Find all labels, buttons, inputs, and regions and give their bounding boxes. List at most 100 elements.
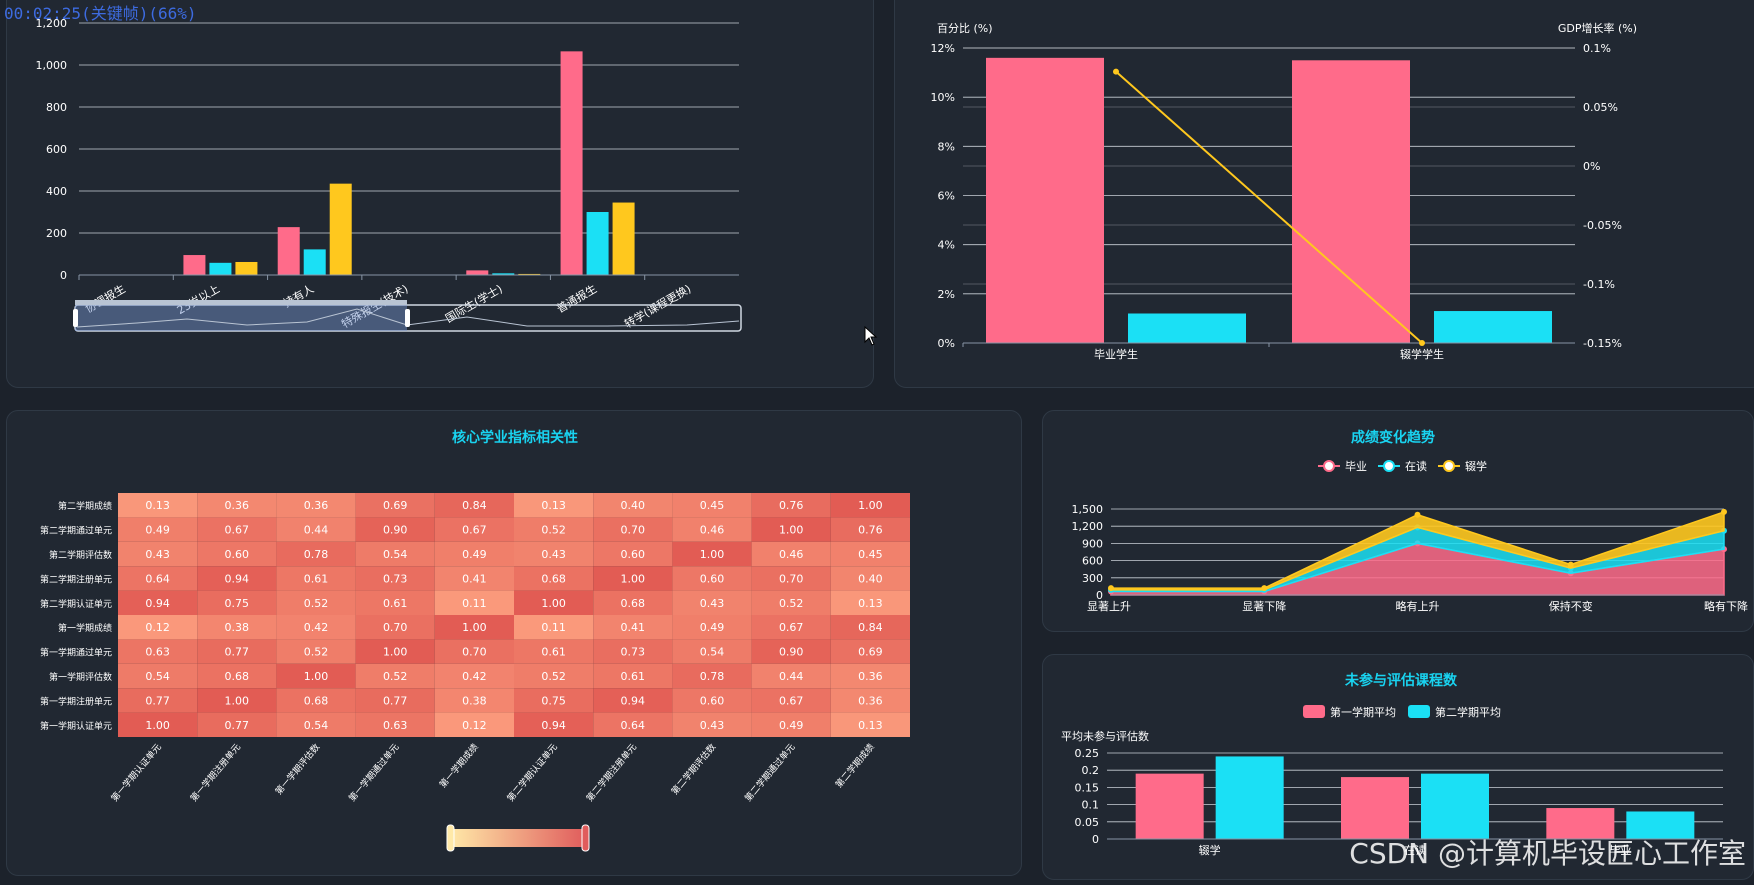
heatmap-cell-label: 0.54 — [145, 670, 170, 683]
y-tick-label: 900 — [1082, 537, 1103, 550]
bar — [466, 270, 488, 275]
x-tick-label: 辍学学生 — [1400, 347, 1444, 361]
bar — [1341, 777, 1409, 839]
heatmap-cell-label: 0.68 — [621, 597, 646, 610]
heatmap-cell-label: 0.90 — [779, 646, 804, 659]
y-tick-label: 0.1 — [1082, 799, 1100, 812]
x-tick-label: 辍学 — [1199, 843, 1221, 857]
trend-title: 成绩变化趋势 — [1351, 429, 1435, 446]
visual-map-handle-high — [582, 825, 589, 851]
y-tick-label: 300 — [1082, 572, 1103, 585]
y-tick-label: 0 — [60, 269, 67, 282]
heatmap-cell-label: 0.11 — [541, 621, 566, 634]
line-point — [1113, 69, 1119, 75]
watermark: CSDN @计算机毕设匠心工作室 — [1349, 832, 1746, 872]
heatmap-cell-label: 1.00 — [304, 670, 329, 683]
heatmap-cell-label: 1.00 — [779, 524, 804, 537]
bar — [278, 227, 300, 275]
y-tick-label: 2% — [938, 288, 955, 301]
heatmap-cell-label: 0.94 — [225, 572, 250, 585]
y-right-tick-label: -0.05% — [1583, 219, 1622, 232]
heatmap-cell-label: 0.52 — [304, 646, 329, 659]
x-tick-label: 显著上升 — [1087, 599, 1131, 613]
heatmap-cell-label: 0.52 — [541, 670, 566, 683]
area-point — [1415, 512, 1421, 518]
heatmap-cell-label: 0.52 — [779, 597, 804, 610]
heatmap-cell-label: 0.64 — [145, 572, 170, 585]
bar — [183, 255, 205, 275]
heatmap-cell-label: 0.43 — [145, 548, 170, 561]
heatmap-cell-label: 0.64 — [621, 719, 646, 732]
zoom-handle-right — [405, 309, 410, 327]
heatmap-cell-label: 1.00 — [462, 621, 487, 634]
heatmap-cell-label: 0.11 — [462, 597, 487, 610]
heatmap-row-label: 第二学期成绩 — [58, 500, 112, 512]
legend-label: 辍学 — [1465, 459, 1487, 473]
area-point — [1721, 509, 1727, 515]
y-right-tick-label: 0.05% — [1583, 101, 1618, 114]
heatmap-cell-label: 0.36 — [858, 670, 883, 683]
heatmap-row-label: 第二学期评估数 — [49, 549, 112, 561]
bar — [1128, 314, 1246, 344]
heatmap-cell-label: 0.60 — [225, 548, 250, 561]
heatmap-cell-label: 1.00 — [225, 694, 250, 707]
heatmap-cell-label: 0.12 — [462, 719, 487, 732]
bar — [1434, 311, 1552, 343]
heatmap-cell-label: 0.77 — [225, 719, 250, 732]
heatmap-cell-label: 0.78 — [304, 548, 329, 561]
heatmap-col-label: 第一学期通过单元 — [346, 741, 401, 804]
heatmap-cell-label: 0.43 — [700, 597, 725, 610]
line-point — [1419, 340, 1425, 346]
heatmap-col-label: 第一学期注册单元 — [188, 741, 243, 804]
area-point — [1108, 585, 1114, 591]
heatmap-cell-label: 0.61 — [304, 572, 329, 585]
y-tick-label: 6% — [938, 190, 955, 203]
heatmap-cell-label: 0.70 — [462, 646, 487, 659]
heatmap-row-label: 第二学期通过单元 — [40, 525, 112, 537]
heatmap-cell-label: 0.13 — [858, 719, 883, 732]
heatmap-cell-label: 0.43 — [700, 719, 725, 732]
y-tick-label: 0 — [1092, 833, 1099, 846]
y-tick-label: 0% — [938, 337, 955, 350]
zoom-slider-bar — [75, 300, 407, 305]
heatmap-cell-label: 0.67 — [462, 524, 487, 537]
heatmap-cell-label: 0.45 — [700, 499, 725, 512]
heatmap-cell-label: 0.67 — [779, 621, 804, 634]
bar-chart: 02004006008001,0001,200协调报生23岁以上持有人特殊报生(… — [7, 0, 875, 389]
heatmap-cell-label: 0.63 — [145, 646, 170, 659]
y-tick-label: 1,000 — [36, 59, 68, 72]
heatmap-cell-label: 0.52 — [383, 670, 408, 683]
y-tick-label: 200 — [46, 227, 67, 240]
heatmap-cell-label: 1.00 — [621, 572, 646, 585]
y-tick-label: 800 — [46, 101, 67, 114]
y-tick-label: 10% — [931, 91, 955, 104]
visual-map-handle-low — [447, 825, 454, 851]
bar — [1292, 60, 1410, 343]
y-tick-label: 1,200 — [1072, 520, 1104, 533]
bar — [613, 203, 635, 275]
heatmap-cell-label: 0.73 — [383, 572, 408, 585]
heatmap-cell-label: 0.49 — [700, 621, 725, 634]
unassessed-title: 未参与评估课程数 — [1345, 672, 1458, 689]
heatmap-col-label: 第一学期成绩 — [437, 741, 481, 790]
heatmap-cell-label: 0.13 — [541, 499, 566, 512]
heatmap-cell-label: 0.67 — [779, 694, 804, 707]
heatmap-cell-label: 0.61 — [383, 597, 408, 610]
heatmap-cell-label: 0.12 — [145, 621, 170, 634]
bar — [235, 262, 257, 275]
heatmap-cell-label: 0.13 — [145, 499, 170, 512]
heatmap-col-label: 第二学期通过单元 — [742, 741, 797, 804]
heatmap-cell-label: 0.60 — [621, 548, 646, 561]
heatmap-cell-label: 0.42 — [304, 621, 329, 634]
bar — [986, 58, 1104, 343]
heatmap-cell-label: 0.78 — [700, 670, 725, 683]
heatmap-cell-label: 0.41 — [462, 572, 487, 585]
area-point — [1568, 562, 1574, 568]
heatmap-col-label: 第二学期认证单元 — [504, 741, 559, 804]
heatmap-col-label: 第二学期评估数 — [669, 741, 719, 797]
heatmap-cell-label: 0.60 — [700, 694, 725, 707]
y-right-tick-label: 0% — [1583, 160, 1600, 173]
heatmap-row-label: 第一学期成绩 — [58, 622, 112, 634]
heatmap-cell-label: 0.54 — [383, 548, 408, 561]
